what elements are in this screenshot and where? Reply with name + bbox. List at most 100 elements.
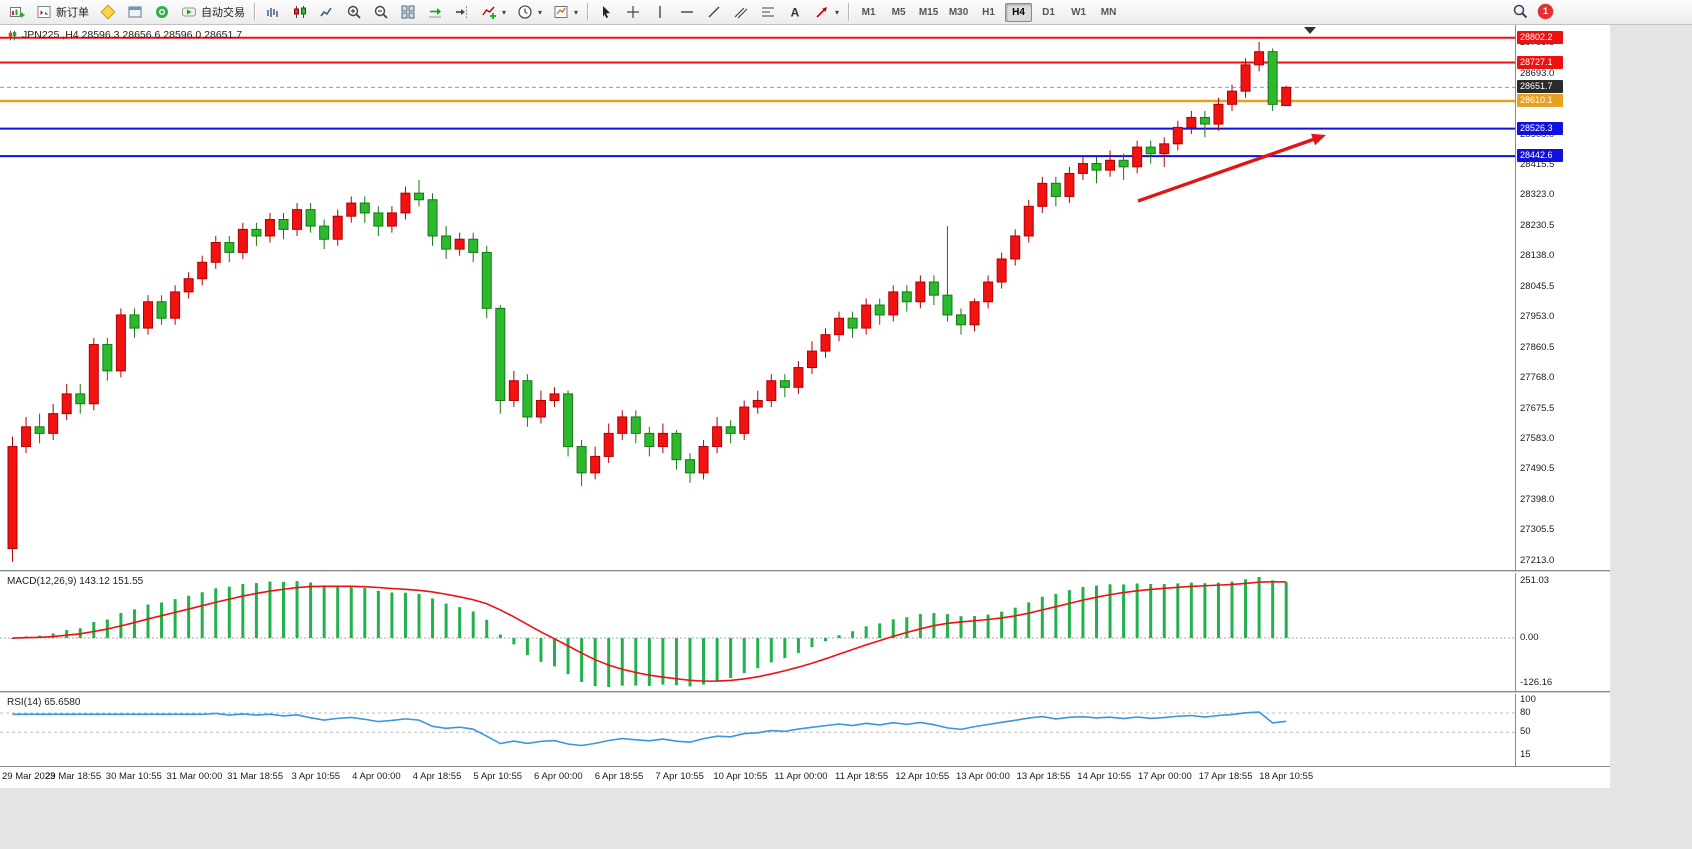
candle-body (806, 350, 817, 369)
timeframe-m1-button[interactable]: M1 (861, 6, 876, 18)
data-window-button[interactable] (122, 2, 148, 23)
candle-body (61, 393, 72, 415)
timeframe-m30-button[interactable]: M30 (948, 6, 969, 18)
line-studies-group: A ▾ (593, 2, 844, 23)
timeframe-mn-button[interactable]: MN (1100, 6, 1117, 18)
candle-body (576, 446, 587, 474)
community-button[interactable] (149, 2, 175, 23)
macd-bar (553, 638, 556, 667)
macd-bar (1054, 593, 1058, 639)
dropdown-caret-icon[interactable]: ▾ (502, 7, 507, 17)
vline-icon (659, 6, 661, 18)
candle-body (698, 446, 709, 474)
notification-badge[interactable]: 1 (1538, 3, 1553, 19)
macd-bar (634, 638, 638, 686)
chart-title: JPN225 ,H4 28596.3 28656.6 28596.0 28651… (7, 29, 242, 41)
notification-count: 1 (1542, 5, 1549, 17)
zoom-in-button[interactable] (341, 2, 367, 23)
candle-body (454, 238, 465, 250)
tline-icon (708, 6, 720, 18)
line-chart-button[interactable] (314, 2, 340, 23)
macd-bar (647, 638, 651, 686)
price-tick: 27768.0 (1520, 372, 1555, 384)
vertical-line-button[interactable] (647, 2, 673, 23)
tile-windows-button[interactable] (395, 2, 421, 23)
candlestick-chart-button[interactable] (287, 2, 313, 23)
timeframe-h1-button[interactable]: H1 (982, 6, 995, 18)
chart-shift-button[interactable] (449, 2, 475, 23)
timeframe-m5-button[interactable]: M5 (891, 6, 906, 18)
chart-shift-marker[interactable] (1304, 27, 1316, 34)
candle-body (102, 344, 113, 372)
periods-button[interactable]: ▾ (512, 2, 547, 23)
candle-body (373, 212, 384, 227)
trendline-button[interactable] (701, 2, 727, 23)
macd-bar (444, 603, 448, 639)
timeframe-w1-button[interactable]: W1 (1071, 6, 1087, 18)
macd-bar (1284, 582, 1288, 639)
candle-body (847, 317, 858, 329)
bar-chart-button[interactable] (260, 2, 286, 23)
dropdown-caret-icon[interactable]: ▾ (538, 7, 543, 17)
dropdown-caret-icon[interactable]: ▾ (574, 7, 579, 17)
macd-bar (1189, 582, 1193, 639)
arrows-button[interactable]: ▾ (809, 2, 844, 23)
macd-bar (254, 583, 258, 639)
rsi-axis-label: 80 (1520, 707, 1531, 718)
new-order-label: 新订单 (56, 7, 89, 19)
new-chart-button[interactable] (4, 2, 30, 23)
macd-bar (1257, 577, 1261, 639)
macd-bar (661, 638, 665, 685)
timeframe-m15-button[interactable]: M15 (918, 6, 939, 18)
panel-separator[interactable] (0, 570, 1610, 573)
autotrading-button[interactable]: 自动交易 (176, 2, 250, 23)
macd-bar (1027, 602, 1031, 639)
candle-body (1050, 182, 1061, 197)
templates-button[interactable]: ▾ (548, 2, 583, 23)
trend-arrow[interactable] (1137, 136, 1320, 203)
horizontal-line-button[interactable] (674, 2, 700, 23)
price-axis[interactable]: 28785.528693.028600.528508.028415.528323… (1515, 25, 1610, 570)
auto-scroll-button[interactable] (422, 2, 448, 23)
crosshair-button[interactable] (620, 2, 646, 23)
macd-bar (363, 587, 367, 639)
macd-axis-label: 251.03 (1520, 575, 1550, 586)
cursor-button[interactable] (593, 2, 619, 23)
search-icon[interactable] (1512, 3, 1528, 19)
macd-bar (1271, 580, 1275, 639)
chart-symbol-icon (8, 30, 17, 40)
metaeditor-button[interactable] (95, 2, 121, 23)
equidistant-channel-button[interactable] (728, 2, 754, 23)
macd-bar (878, 623, 882, 639)
fibonacci-button[interactable] (755, 2, 781, 23)
candle-body (969, 301, 980, 326)
timeframe-h4-button[interactable]: H4 (1005, 2, 1033, 22)
candle-body (928, 281, 939, 296)
candle-body (224, 242, 235, 253)
time-axis[interactable]: 29 Mar 2023 29 Mar 18:55 30 Mar 10:55 31 Ma… (0, 766, 1610, 788)
price-tick: 28138.0 (1520, 250, 1555, 262)
indicators-button[interactable]: ▾ (476, 2, 511, 23)
resistance-line-upper-price-badge: 28802.2 (1517, 30, 1563, 44)
new-order-button[interactable]: 新订单 (31, 2, 94, 23)
macd-bar (688, 638, 692, 687)
candle-body (414, 192, 424, 201)
macd-bar (1149, 583, 1153, 639)
time-label: 11 Apr 00:00 (774, 771, 828, 782)
candle-body (468, 238, 479, 253)
price-chart[interactable] (0, 25, 1515, 570)
dropdown-caret-icon[interactable]: ▾ (835, 7, 840, 17)
candle-body (1064, 172, 1075, 197)
timeframe-d1-button[interactable]: D1 (1042, 6, 1055, 18)
text-button[interactable]: A (782, 2, 808, 23)
macd-signal-line (12, 580, 1287, 682)
rsi-axis: 100 80 50 15 (1515, 694, 1610, 766)
macd-bar (376, 590, 380, 639)
candle-body (21, 426, 32, 448)
candle-body (1037, 182, 1048, 207)
macd-bar (160, 602, 164, 639)
panel-separator[interactable] (0, 691, 1610, 694)
zoom-out-button[interactable] (368, 2, 394, 23)
candle-body (779, 380, 790, 388)
time-label: 31 Mar 00:00 (166, 771, 223, 782)
